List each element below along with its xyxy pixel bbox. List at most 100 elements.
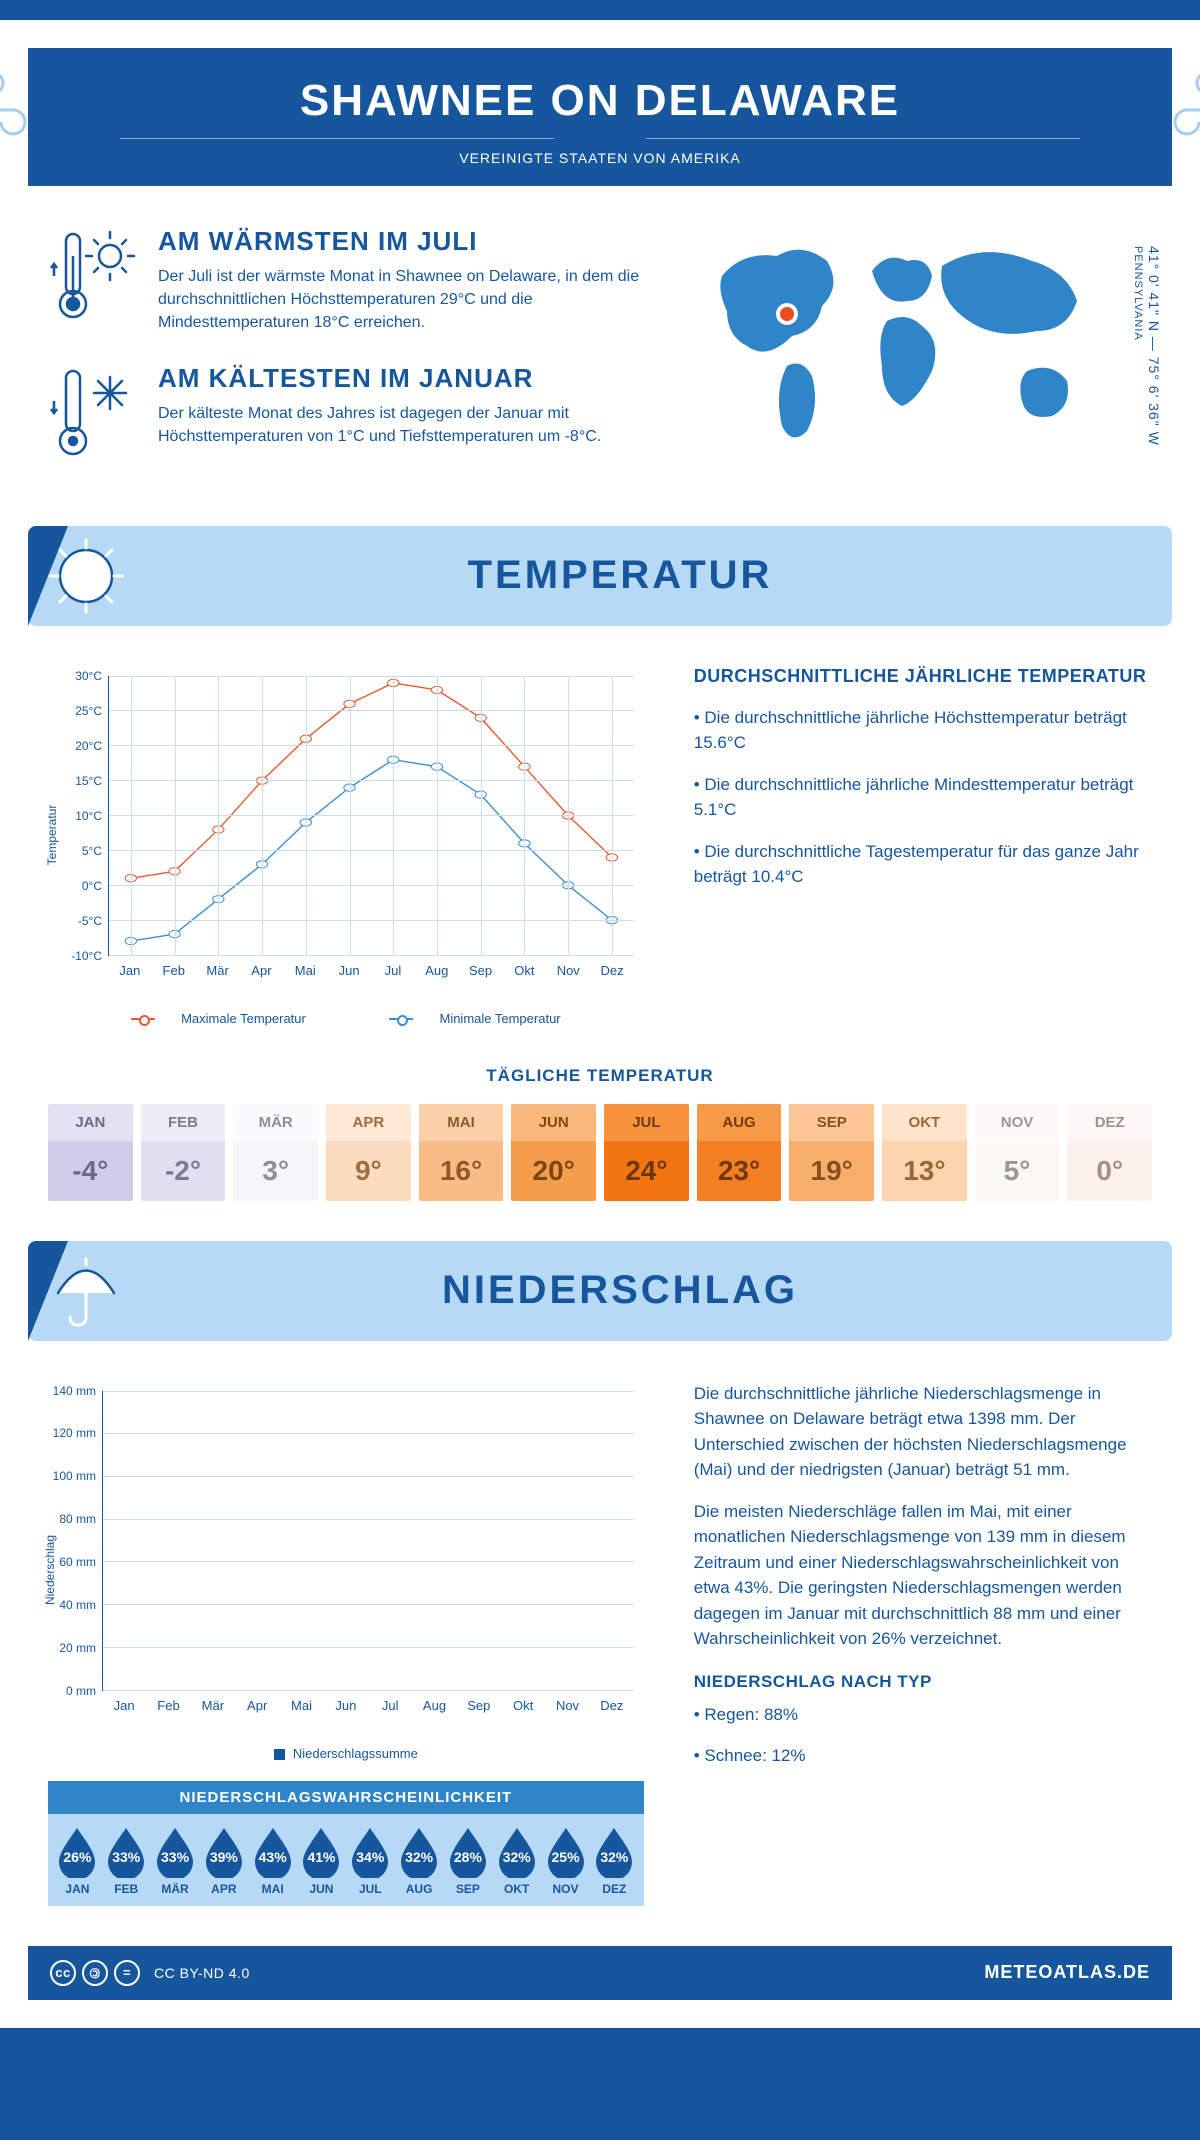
prob-cell: 28%SEP: [445, 1826, 492, 1896]
legend-min: Minimale Temperatur: [439, 1011, 560, 1026]
prob-value: 33%: [153, 1836, 197, 1878]
prob-cell: 32% OKT: [493, 1826, 540, 1896]
precip-xtick: Aug: [423, 1698, 446, 1713]
daily-month-label: MÄR: [233, 1104, 318, 1141]
precip-xtick: Nov: [556, 1698, 579, 1713]
temp-xtick: Jun: [339, 963, 360, 978]
page-title: SHAWNEE ON DELAWARE: [28, 76, 1172, 126]
raindrop-icon: 32%: [495, 1826, 539, 1878]
daily-month-label: JUN: [511, 1104, 596, 1141]
temperature-line-chart: Temperatur -10°C-5°C0°C5°C10°C15°C20°C25…: [48, 666, 644, 1026]
section-title-precipitation: NIEDERSCHLAG: [68, 1268, 1172, 1313]
coords-text: 41° 0' 41" N — 75° 6' 36" W: [1146, 246, 1162, 446]
temp-ytick: -5°C: [48, 914, 102, 928]
prob-month: OKT: [493, 1882, 540, 1896]
prob-cell: 34% JUL: [347, 1826, 394, 1896]
daily-month-label: DEZ: [1067, 1104, 1152, 1141]
prob-value: 34%: [348, 1836, 392, 1878]
precip-chart-legend: Niederschlagssumme: [48, 1746, 644, 1761]
daily-temp-grid: JAN-4°FEB-2°MÄR3°APR9°MAI16°JUN20°JUL24°…: [48, 1104, 1152, 1201]
prob-month: MÄR: [152, 1882, 199, 1896]
temp-ytick: 15°C: [48, 774, 102, 788]
precipitation-bar-chart: Niederschlag 0 mm20 mm40 mm60 mm80 mm100…: [48, 1381, 644, 1761]
temp-info-bullet: • Die durchschnittliche Tagestemperatur …: [694, 839, 1152, 890]
prob-month: JUL: [347, 1882, 394, 1896]
temp-xtick: Dez: [601, 963, 624, 978]
daily-month-value: 13°: [882, 1141, 967, 1201]
prob-month: APR: [200, 1882, 247, 1896]
precip-type-snow: • Schnee: 12%: [694, 1743, 1152, 1769]
temp-xtick: Apr: [251, 963, 271, 978]
umbrella-icon: [46, 1251, 126, 1331]
daily-temp-cell: FEB-2°: [141, 1104, 226, 1201]
daily-temp-cell: MAI16°: [419, 1104, 504, 1201]
legend-precip: Niederschlagssumme: [293, 1746, 418, 1761]
daily-temp-cell: DEZ0°: [1067, 1104, 1152, 1201]
prob-month: JAN: [54, 1882, 101, 1896]
section-title-temperature: TEMPERATUR: [68, 553, 1172, 598]
precip-xtick: Jan: [114, 1698, 135, 1713]
header-banner: SHAWNEE ON DELAWARE VEREINIGTE STAATEN V…: [28, 48, 1172, 186]
temp-ytick: 30°C: [48, 669, 102, 683]
cc-icons: cc 🄯 =: [50, 1960, 140, 1986]
prob-month: FEB: [103, 1882, 150, 1896]
precip-ytick: 80 mm: [48, 1512, 96, 1526]
temp-ytick: 10°C: [48, 809, 102, 823]
daily-month-label: FEB: [141, 1104, 226, 1141]
prob-cell: 25%NOV: [542, 1826, 589, 1896]
thermometer-snow-icon: [48, 363, 138, 468]
precip-ytick: 0 mm: [48, 1684, 96, 1698]
daily-temp-title: TÄGLICHE TEMPERATUR: [28, 1066, 1172, 1086]
prob-cell: 33%FEB: [103, 1826, 150, 1896]
temp-xtick: Nov: [557, 963, 580, 978]
daily-temp-cell: JUL24°: [604, 1104, 689, 1201]
precip-ytick: 60 mm: [48, 1555, 96, 1569]
prob-value: 32%: [397, 1836, 441, 1878]
prob-month: SEP: [445, 1882, 492, 1896]
precip-ytick: 40 mm: [48, 1598, 96, 1612]
license-text: CC BY-ND 4.0: [154, 1965, 250, 1981]
thermometer-sun-icon: [48, 226, 138, 335]
daily-month-value: 0°: [1067, 1141, 1152, 1201]
raindrop-icon: 26%: [55, 1826, 99, 1878]
daily-temp-cell: MÄR3°: [233, 1104, 318, 1201]
daily-month-value: 16°: [419, 1141, 504, 1201]
footer: cc 🄯 = CC BY-ND 4.0 METEOATLAS.DE: [28, 1946, 1172, 2000]
temp-ytick: 25°C: [48, 704, 102, 718]
temp-xtick: Feb: [163, 963, 185, 978]
temp-info-bullet: • Die durchschnittliche jährliche Höchst…: [694, 705, 1152, 756]
raindrop-icon: 41%: [299, 1826, 343, 1878]
prob-cell: 26% JAN: [54, 1826, 101, 1896]
daily-month-value: 9°: [326, 1141, 411, 1201]
precip-chart-ylabel: Niederschlag: [43, 1535, 57, 1605]
temp-xtick: Sep: [469, 963, 492, 978]
prob-value: 26%: [55, 1836, 99, 1878]
prob-month: NOV: [542, 1882, 589, 1896]
daily-month-label: OKT: [882, 1104, 967, 1141]
daily-month-label: JUL: [604, 1104, 689, 1141]
world-map: 41° 0' 41" N — 75° 6' 36" W PENNSYLVANIA: [692, 226, 1152, 496]
precip-ytick: 20 mm: [48, 1641, 96, 1655]
prob-cell: 41% JUN: [298, 1826, 345, 1896]
temp-xtick: Okt: [514, 963, 534, 978]
precip-xtick: Jul: [382, 1698, 399, 1713]
prob-cell: 39%APR: [200, 1826, 247, 1896]
precip-ytick: 120 mm: [48, 1426, 96, 1440]
fact-cold-text: Der kälteste Monat des Jahres ist dagege…: [158, 402, 652, 448]
precip-xtick: Sep: [467, 1698, 490, 1713]
temp-info-bullet: • Die durchschnittliche jährliche Mindes…: [694, 772, 1152, 823]
daily-temp-cell: OKT13°: [882, 1104, 967, 1201]
raindrop-icon: 33%: [153, 1826, 197, 1878]
precip-xtick: Okt: [513, 1698, 533, 1713]
precip-xtick: Mai: [291, 1698, 312, 1713]
cc-icon: cc: [50, 1960, 76, 1986]
daily-temp-cell: JUN20°: [511, 1104, 596, 1201]
temp-ytick: 5°C: [48, 844, 102, 858]
prob-month: MAI: [249, 1882, 296, 1896]
prob-month: JUN: [298, 1882, 345, 1896]
daily-temp-cell: SEP19°: [789, 1104, 874, 1201]
sun-icon: [46, 536, 126, 616]
temp-chart-legend: Maximale Temperatur Minimale Temperatur: [48, 1011, 644, 1026]
daily-month-value: 19°: [789, 1141, 874, 1201]
temp-xtick: Jul: [385, 963, 402, 978]
